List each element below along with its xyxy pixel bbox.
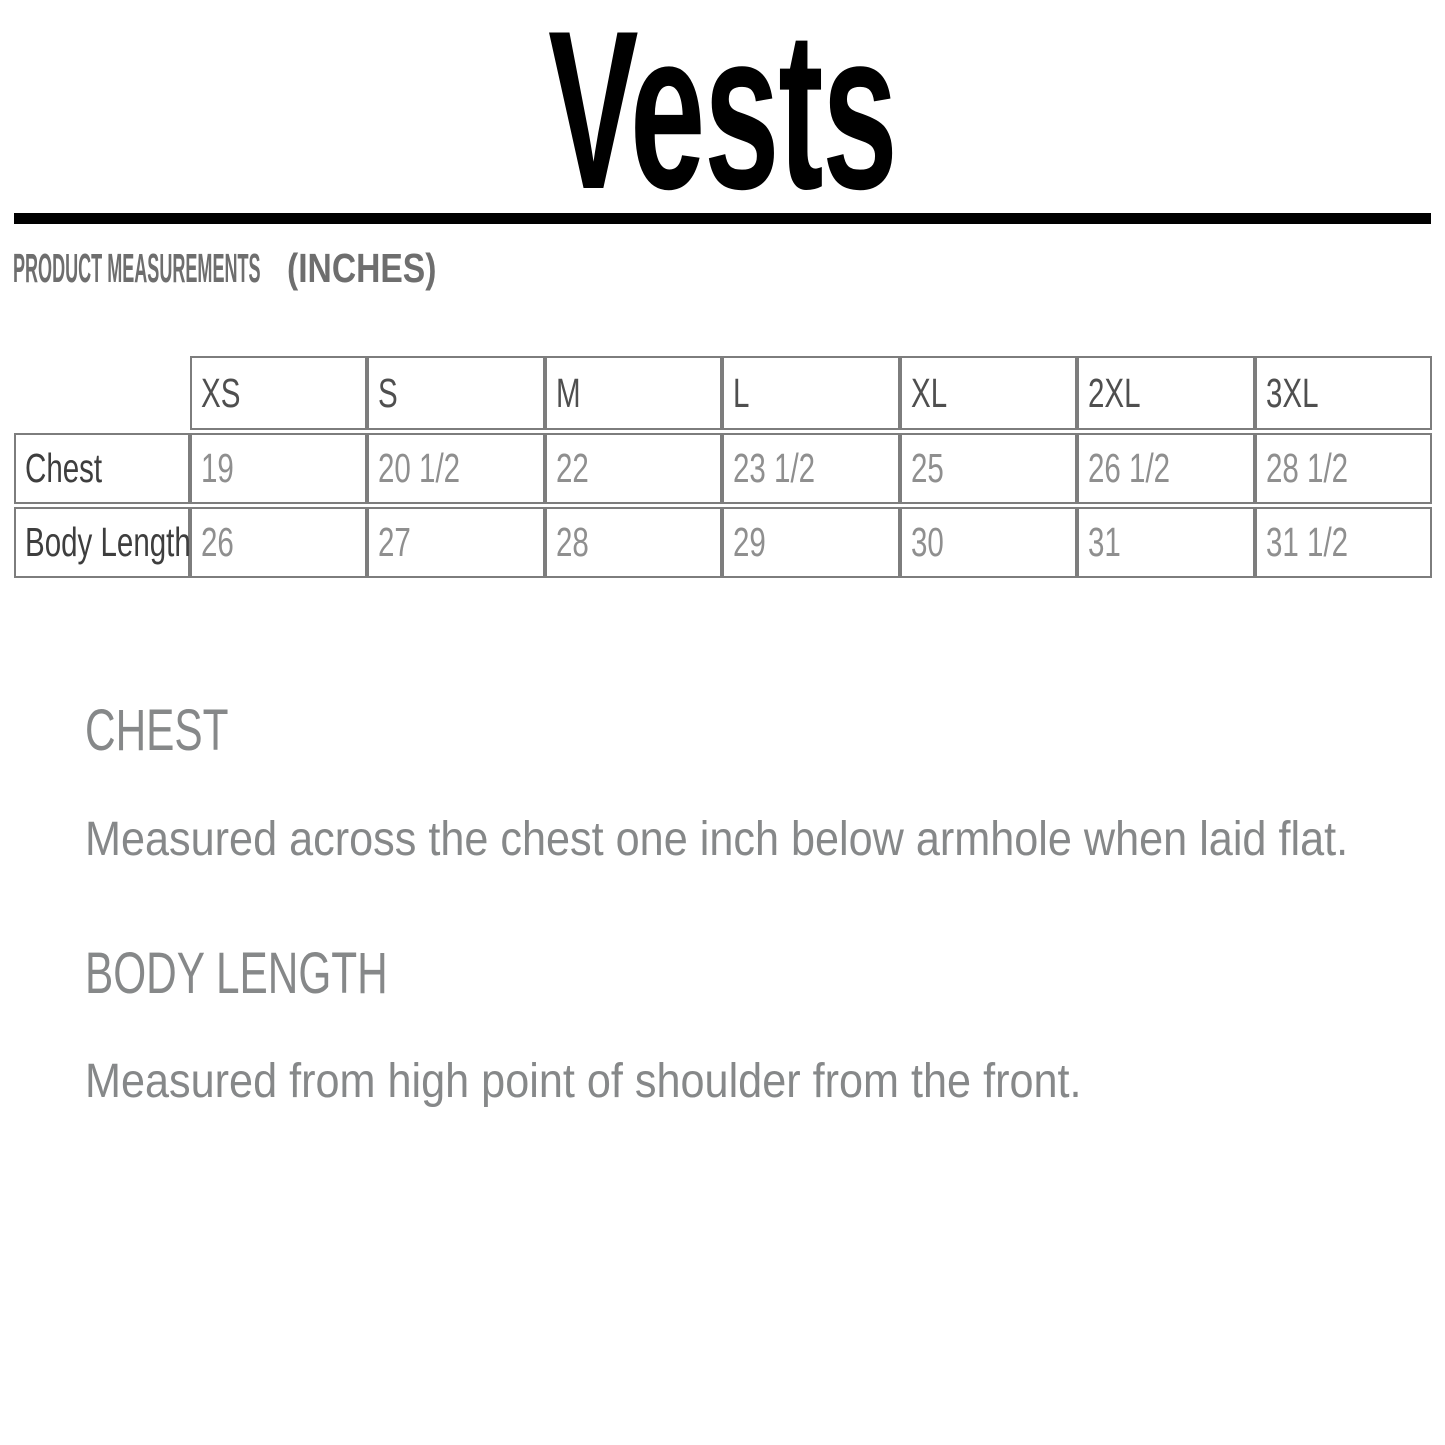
section-label-units: (INCHES)	[287, 245, 437, 291]
chest-value-2xl: 26 1/2	[1077, 433, 1255, 504]
chest-value-l: 23 1/2	[722, 433, 900, 504]
chest-definition-heading: CHEST	[85, 698, 229, 763]
chest-value-xl: 25	[899, 433, 1078, 504]
page-title-text: Vests	[548, 0, 898, 236]
chest-value-3xl: 28 1/2	[1254, 433, 1432, 504]
size-table: XS S M L XL 2XL 3XL Chest 19 20 1/2 22 2…	[14, 356, 1432, 578]
column-header-xs: XS	[190, 356, 368, 430]
chest-value-m: 22	[544, 433, 723, 504]
chest-value-xs: 19	[190, 433, 368, 504]
body-length-value-3xl: 31 1/2	[1254, 507, 1432, 578]
body-length-value-xl: 30	[899, 507, 1078, 578]
row-label-chest: Chest	[14, 433, 190, 504]
title-divider-rule	[14, 213, 1431, 224]
body-length-value-xs: 26	[190, 507, 368, 578]
section-label-main: PRODUCT MEASUREMENTS	[13, 245, 261, 291]
column-header-xl: XL	[899, 356, 1078, 430]
page-title: Vests	[0, 0, 1445, 223]
body-length-value-2xl: 31	[1077, 507, 1255, 578]
column-header-2xl: 2XL	[1077, 356, 1255, 430]
table-corner-cell	[14, 356, 190, 430]
row-label-body-length: Body Length	[14, 507, 191, 578]
column-header-l: L	[722, 356, 900, 430]
body-length-definition-heading: BODY LENGTH	[85, 941, 388, 1006]
body-length-value-l: 29	[722, 507, 900, 578]
section-label: PRODUCT MEASUREMENTS (INCHES)	[13, 245, 469, 291]
body-length-definition-text: Measured from high point of shoulder fro…	[85, 1055, 1082, 1108]
chest-value-s: 20 1/2	[367, 433, 545, 504]
chest-definition-text: Measured across the chest one inch below…	[85, 813, 1349, 866]
column-header-s: S	[367, 356, 545, 430]
column-header-3xl: 3XL	[1254, 356, 1432, 430]
column-header-m: M	[544, 356, 723, 430]
body-length-value-m: 28	[544, 507, 723, 578]
body-length-value-s: 27	[367, 507, 545, 578]
